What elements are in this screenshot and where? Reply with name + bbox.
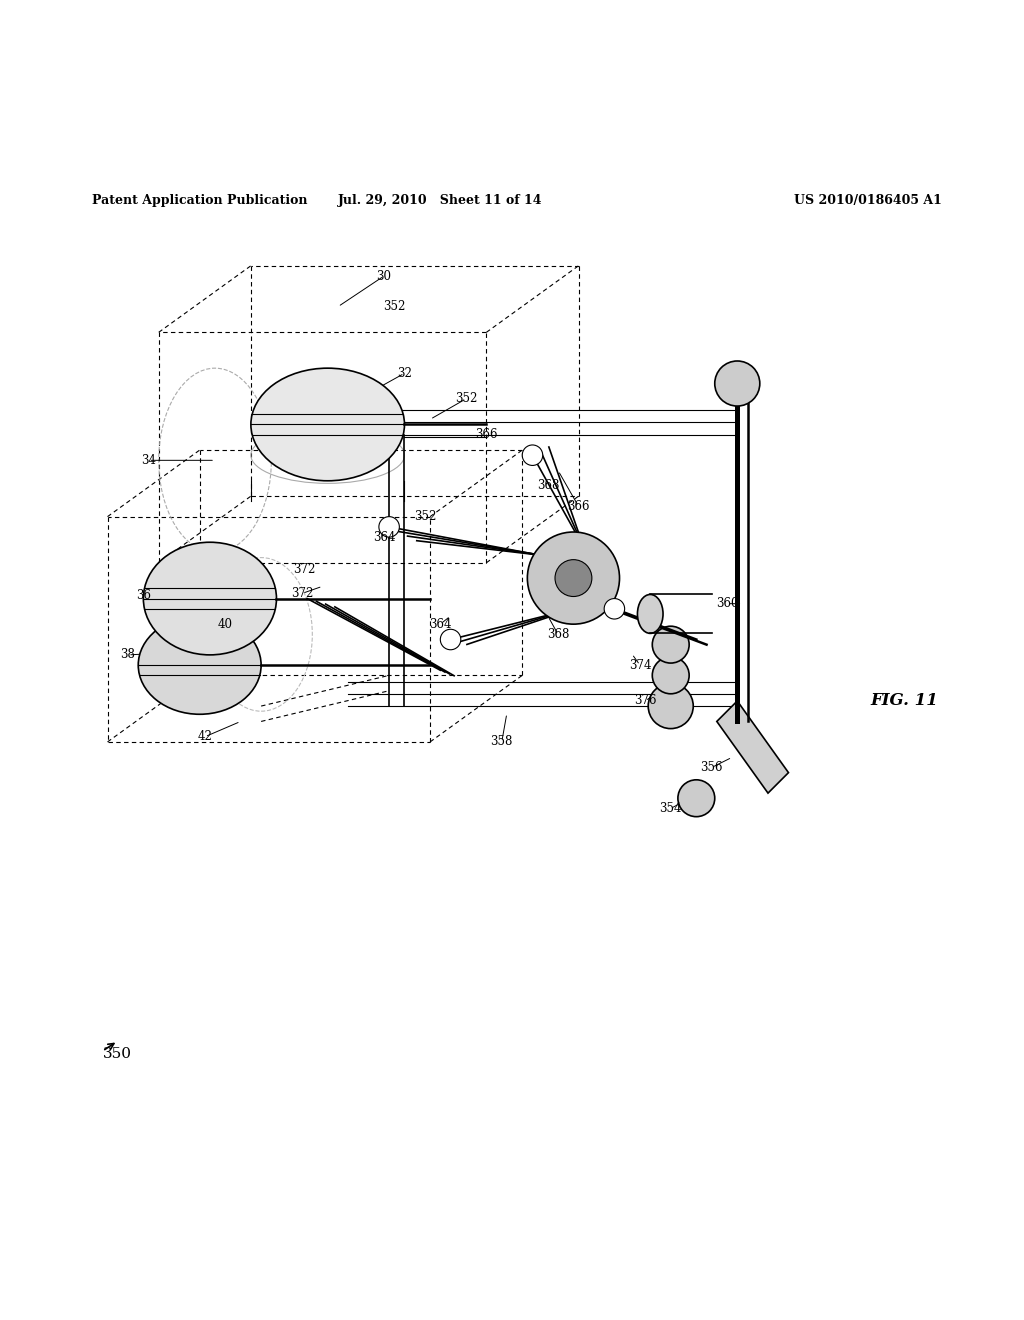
Text: 364: 364 [373, 531, 395, 544]
Text: 352: 352 [414, 510, 436, 523]
Text: Patent Application Publication: Patent Application Publication [92, 194, 307, 207]
Text: 352: 352 [383, 300, 406, 313]
Text: 368: 368 [537, 479, 559, 492]
Circle shape [379, 516, 399, 537]
Text: 364: 364 [429, 618, 452, 631]
Ellipse shape [251, 368, 404, 480]
Ellipse shape [637, 594, 664, 634]
Text: 368: 368 [547, 628, 569, 642]
Text: 374: 374 [629, 659, 651, 672]
Text: Jul. 29, 2010   Sheet 11 of 14: Jul. 29, 2010 Sheet 11 of 14 [338, 194, 543, 207]
Polygon shape [717, 701, 788, 793]
Text: 34: 34 [141, 454, 156, 467]
Circle shape [440, 630, 461, 649]
Text: 354: 354 [659, 803, 682, 814]
Text: 38: 38 [121, 648, 135, 661]
Text: 352: 352 [455, 392, 477, 405]
Circle shape [715, 360, 760, 407]
Circle shape [555, 560, 592, 597]
Circle shape [652, 657, 689, 694]
Text: 358: 358 [490, 735, 513, 748]
Text: US 2010/0186405 A1: US 2010/0186405 A1 [795, 194, 942, 207]
Circle shape [652, 626, 689, 663]
Text: 40: 40 [218, 618, 232, 631]
Text: 30: 30 [377, 269, 391, 282]
Text: 42: 42 [198, 730, 212, 743]
Ellipse shape [143, 543, 276, 655]
Text: 366: 366 [567, 500, 590, 513]
Text: 350: 350 [102, 1047, 131, 1061]
Text: 372: 372 [293, 564, 315, 577]
Text: FIG. 11: FIG. 11 [870, 693, 938, 709]
Circle shape [604, 598, 625, 619]
Text: 360: 360 [716, 597, 738, 610]
Circle shape [527, 532, 620, 624]
Text: 376: 376 [634, 694, 656, 708]
Text: 356: 356 [700, 762, 723, 774]
Circle shape [648, 684, 693, 729]
Text: 36: 36 [136, 589, 151, 602]
Text: 366: 366 [475, 428, 498, 441]
Circle shape [678, 780, 715, 817]
Text: 32: 32 [397, 367, 412, 380]
Circle shape [522, 445, 543, 466]
Text: 372: 372 [291, 587, 313, 599]
Ellipse shape [138, 616, 261, 714]
